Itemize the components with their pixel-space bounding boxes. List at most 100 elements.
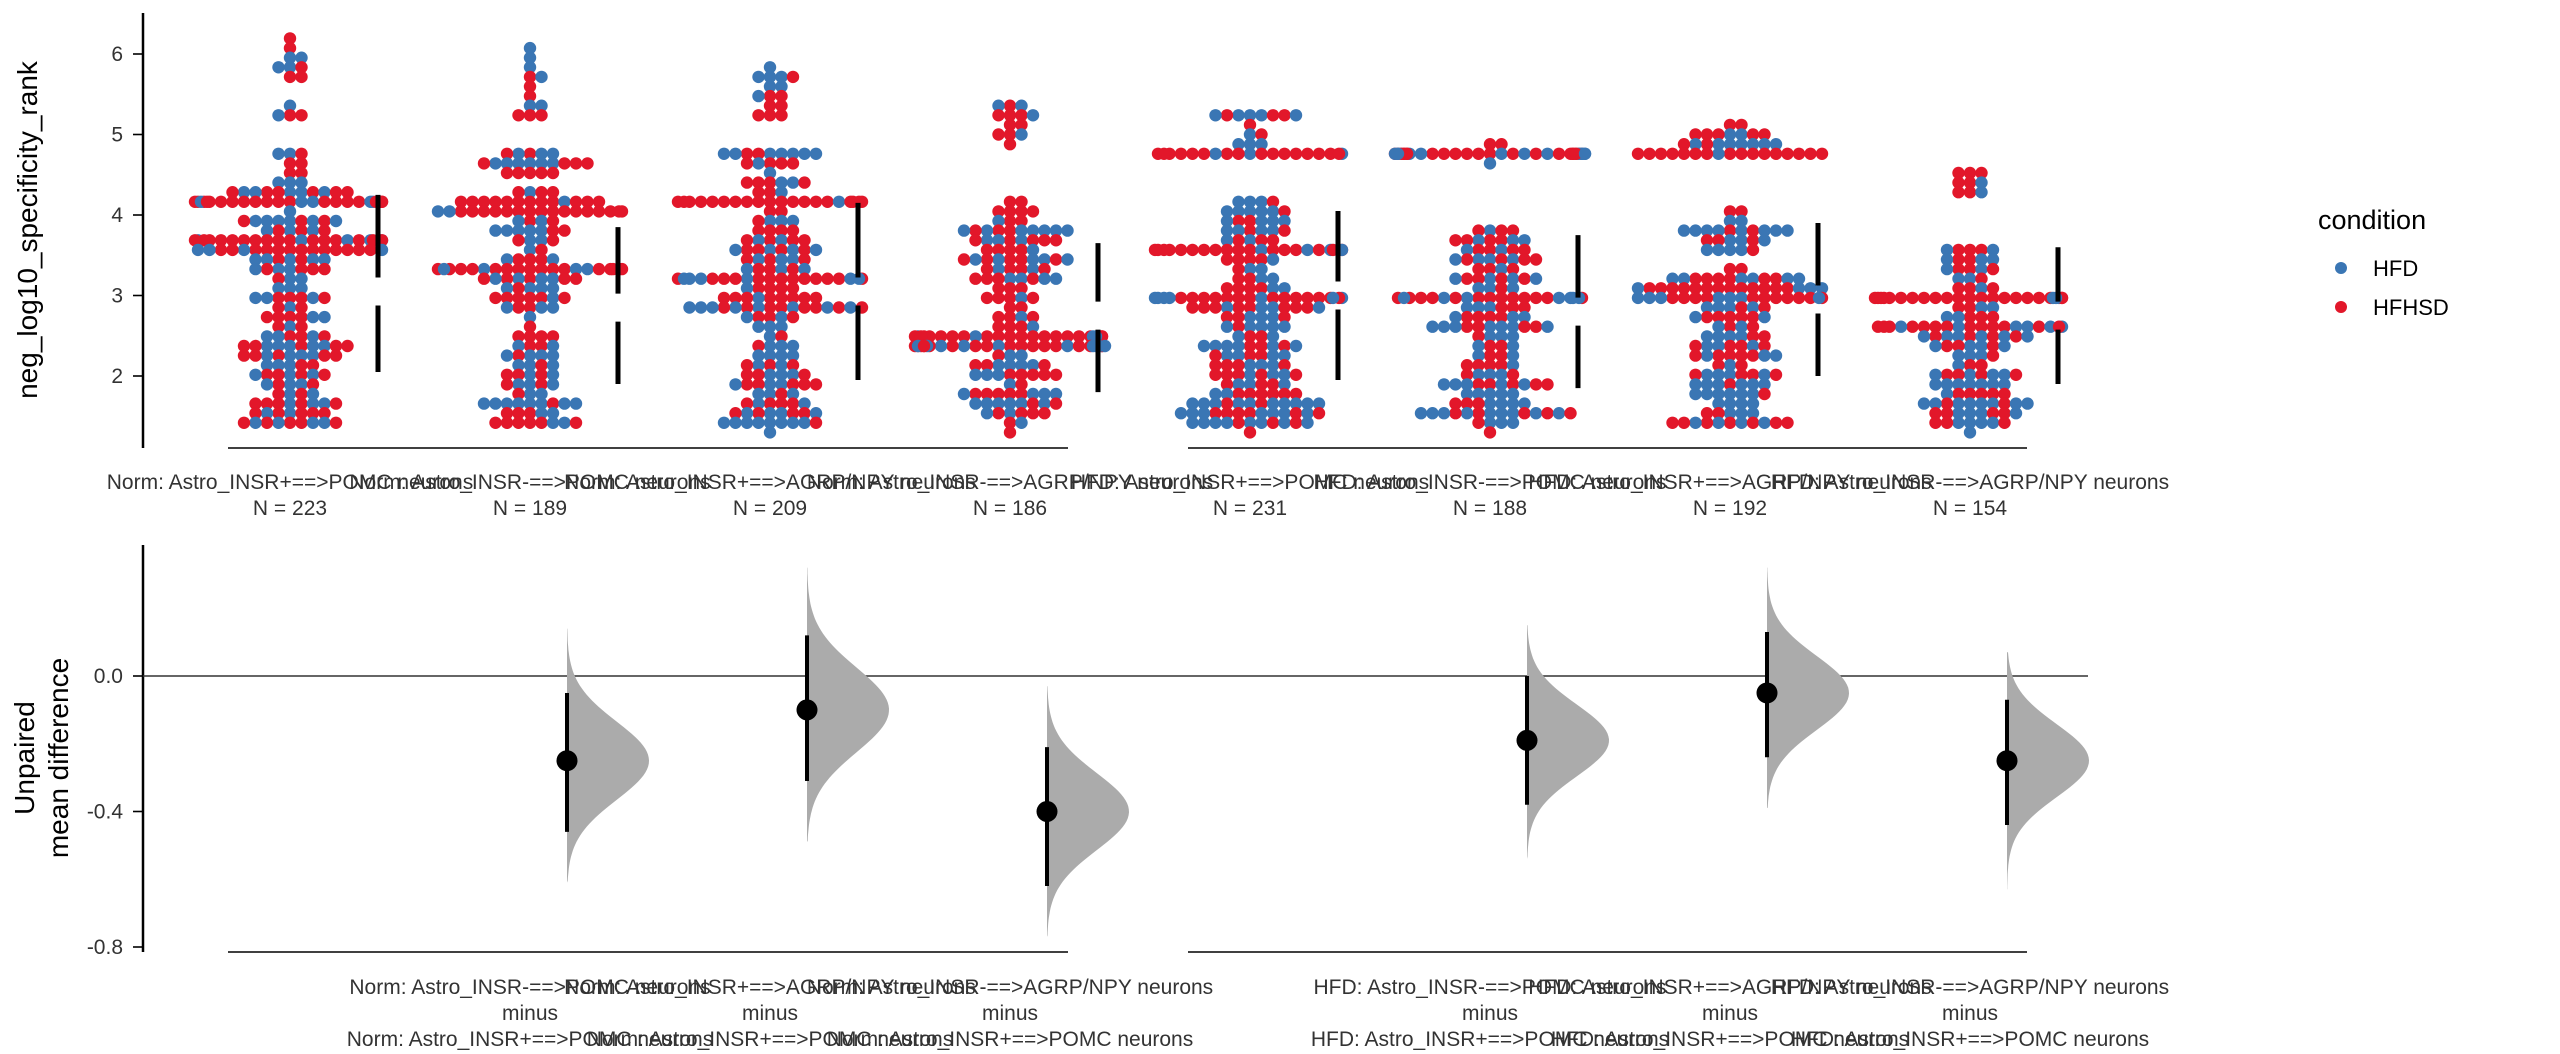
swarm-point <box>775 253 788 266</box>
swarm-point <box>1278 214 1291 228</box>
swarm-point <box>798 407 811 420</box>
swarm-point <box>1026 359 1040 372</box>
swarm-point <box>1289 368 1303 381</box>
swarm-point <box>1758 128 1771 141</box>
swarm-point <box>798 272 811 285</box>
swarm-point <box>249 262 262 276</box>
swarm-point <box>1677 272 1691 285</box>
swarm-point <box>546 368 560 381</box>
swarm-point <box>523 224 537 237</box>
swarm-point <box>1220 359 1234 372</box>
swarm-point <box>752 109 765 122</box>
swarm-point <box>283 109 297 122</box>
swarm-point <box>763 99 777 112</box>
swarm-point <box>1986 301 2000 314</box>
swarm-point <box>1735 214 1748 228</box>
swarm-point <box>992 387 1005 401</box>
bottom-x-tick-labels: Norm: Astro_INSR-==>POMC neuronsminusNor… <box>347 976 2169 1051</box>
swarm-point <box>1220 387 1234 401</box>
swarm-point <box>775 359 788 372</box>
swarm-point <box>329 349 343 362</box>
swarm-point <box>1506 224 1520 237</box>
swarm-point <box>306 262 320 276</box>
swarm-point <box>283 291 297 305</box>
swarm-point <box>341 195 354 208</box>
swarm-point <box>786 147 800 160</box>
swarm-point <box>752 147 765 160</box>
swarm-point <box>1929 378 1942 391</box>
swarm-point <box>500 416 514 429</box>
swarm-point <box>569 272 583 285</box>
swarm-point <box>1472 368 1485 381</box>
swarm-point <box>1677 147 1691 160</box>
swarm-point <box>1518 378 1531 391</box>
swarm-point <box>1209 349 1222 362</box>
swarm-point <box>249 195 262 208</box>
bottom-y-tick-label: -0.8 <box>87 936 123 959</box>
swarm-point <box>969 359 982 372</box>
swarm-point <box>1483 224 1497 237</box>
swarm-point <box>237 349 251 362</box>
swarm-point <box>1003 128 1017 141</box>
swarm-point <box>1952 243 1965 257</box>
swarm-point <box>1952 407 1965 420</box>
swarm-point <box>763 301 777 314</box>
swarm-point <box>717 291 731 305</box>
swarm-point <box>740 195 754 208</box>
swarm-point <box>318 397 331 410</box>
swarm-point <box>1723 128 1737 141</box>
swarm-point <box>283 205 297 218</box>
swarm-point <box>260 253 274 266</box>
swarm-point <box>1414 147 1428 160</box>
legend-label-hfhsd: HFHSD <box>2373 295 2449 320</box>
group-n-label: N = 189 <box>493 497 567 520</box>
swarm-point <box>1975 407 1988 420</box>
swarm-point <box>1700 387 1714 401</box>
swarm-point <box>1243 253 1257 266</box>
swarm-point <box>318 234 331 247</box>
swarm-point <box>1975 291 1988 305</box>
swarm-point <box>1689 368 1702 381</box>
swarm-point <box>283 349 297 362</box>
swarm-point <box>523 109 537 122</box>
swarm-point <box>980 387 994 401</box>
swarm-point <box>957 253 971 266</box>
swarm-point <box>1003 330 1017 343</box>
swarm-point <box>786 349 800 362</box>
swarm-point <box>1209 243 1222 257</box>
swarm-point <box>1243 339 1257 353</box>
swarm-point <box>523 291 537 305</box>
swarm-point <box>477 272 491 285</box>
swarm-point <box>1712 416 1725 429</box>
swarm-point <box>763 109 777 122</box>
swarm-point <box>581 157 594 170</box>
swarm-point <box>1689 339 1702 353</box>
swarm-point <box>1746 397 1760 410</box>
swarm-point <box>546 378 560 391</box>
swarm-point <box>523 310 537 324</box>
swarm-point <box>752 234 765 247</box>
swarm-point <box>1975 378 1988 391</box>
swarm-point <box>283 416 297 429</box>
swarm-point <box>1049 253 1063 266</box>
swarm-point <box>775 195 788 208</box>
swarm-point <box>1518 310 1531 324</box>
swarm-point <box>1301 407 1314 420</box>
swarm-point <box>1243 387 1257 401</box>
swarm-point <box>272 378 285 391</box>
swarm-point <box>1986 282 2000 295</box>
swarm-point <box>1963 272 1977 285</box>
swarm-point <box>581 205 594 218</box>
swarm-point <box>1026 253 1040 266</box>
group-label: HFD: Astro_INSR+==>AGRP/NPY neurons <box>1528 471 1931 494</box>
swarm-point <box>546 359 560 372</box>
swarm-point <box>729 195 742 208</box>
swarm-point <box>763 320 777 333</box>
swarm-point <box>558 157 571 170</box>
bootstrap-distribution <box>1047 686 1129 937</box>
swarm-point <box>752 407 765 420</box>
swarm-point <box>329 186 343 199</box>
swarm-point <box>2009 397 2023 410</box>
swarm-point <box>512 253 525 266</box>
swarm-point <box>1197 291 1211 305</box>
